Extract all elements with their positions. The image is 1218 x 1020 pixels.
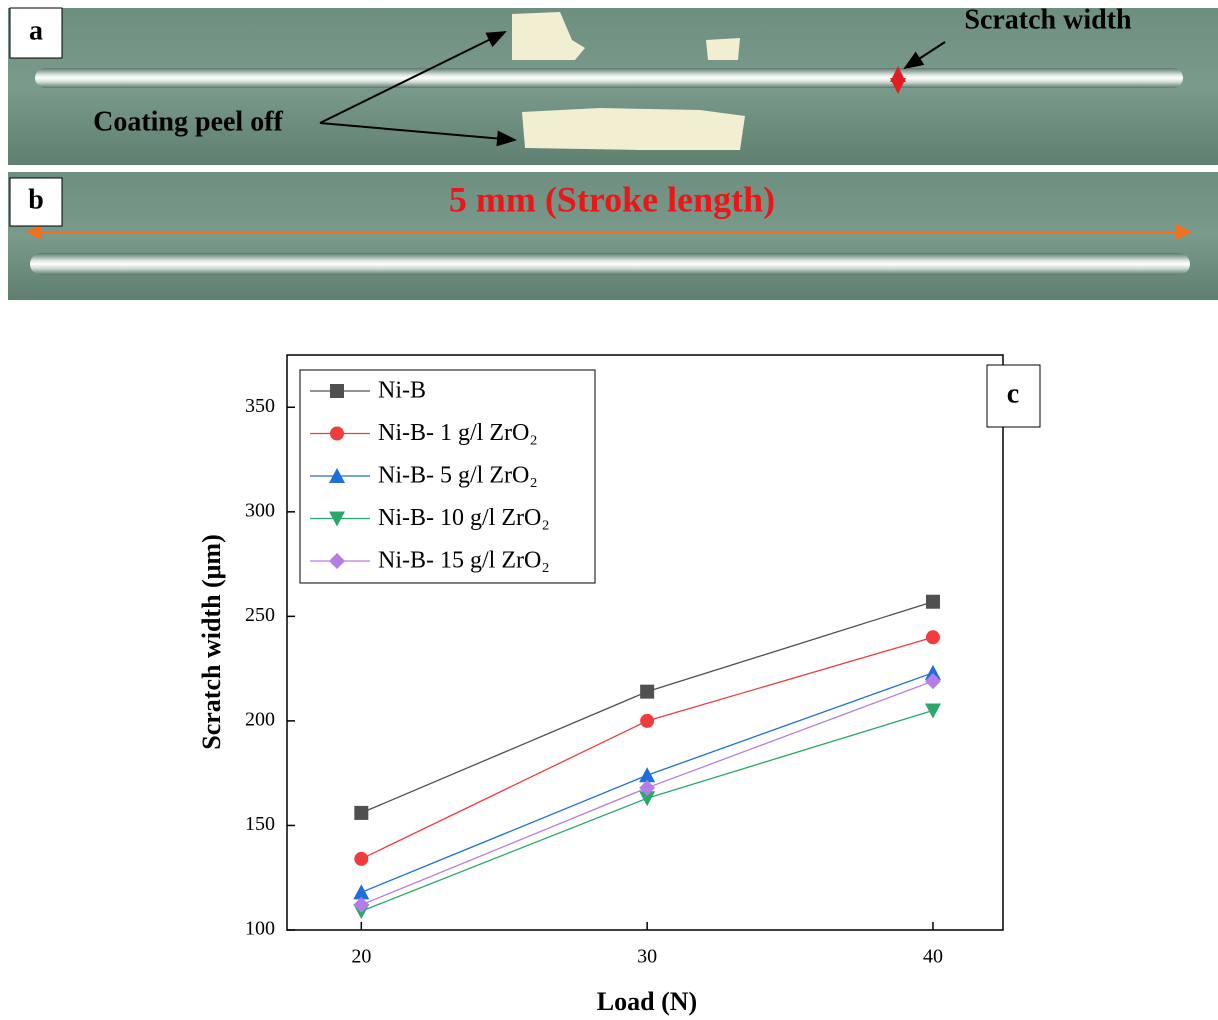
marker xyxy=(639,767,656,783)
marker xyxy=(639,791,656,807)
annotation: 5 mm (Stroke length) xyxy=(449,179,775,219)
marker xyxy=(925,594,940,609)
x-tick-label: 40 xyxy=(923,946,943,968)
x-tick-label: 30 xyxy=(637,946,657,968)
panel-label: c xyxy=(1007,378,1019,409)
panel-label: b xyxy=(28,184,44,215)
legend-marker xyxy=(329,468,345,483)
legend-label: Ni-B- 5 g/l ZrO₂ xyxy=(378,463,538,489)
legend-label: Ni-B- 15 g/l ZrO₂ xyxy=(378,548,550,574)
legend-label: Ni-B xyxy=(378,378,426,404)
y-tick-label: 150 xyxy=(245,813,275,835)
panel-label-box xyxy=(986,364,1041,428)
legend-label: Ni-B- 10 g/l ZrO₂ xyxy=(378,505,550,531)
marker xyxy=(640,713,655,728)
annotation: Coating peel off xyxy=(93,106,283,137)
marker xyxy=(354,851,369,866)
y-tick-label: 250 xyxy=(245,604,275,626)
x-axis-label: Load (N) xyxy=(597,987,697,1016)
annotation: Scratch width xyxy=(964,4,1132,35)
marker xyxy=(640,684,655,699)
marker xyxy=(353,884,370,900)
y-tick-label: 350 xyxy=(245,395,275,417)
x-tick-label: 20 xyxy=(351,946,371,968)
photo-b: b 5 mm (Stroke length) xyxy=(8,172,1218,300)
y-tick-label: 100 xyxy=(245,918,275,940)
legend-marker xyxy=(329,511,345,527)
y-tick-label: 200 xyxy=(245,709,275,731)
plot-frame xyxy=(286,354,1004,931)
y-axis-label: Scratch width (μm) xyxy=(197,534,226,750)
marker xyxy=(924,703,941,719)
series-line xyxy=(361,636,934,860)
photo-a: a Scratch width Coating peel off xyxy=(8,4,1218,165)
marker xyxy=(354,805,369,820)
marker xyxy=(353,896,370,913)
legend-marker xyxy=(330,384,344,398)
marker xyxy=(924,664,941,680)
y-tick-label: 300 xyxy=(245,499,275,521)
chart: c Load (N) Scratch width (μm) 100 150 200 2… xyxy=(197,354,1041,1016)
legend-marker xyxy=(329,553,345,569)
series-line xyxy=(361,709,934,912)
panel-label: a xyxy=(29,15,43,46)
marker xyxy=(924,673,941,690)
marker xyxy=(925,630,940,645)
legend-marker xyxy=(330,426,344,441)
marker xyxy=(639,779,656,796)
legend-label: Ni-B- 1 g/l ZrO₂ xyxy=(378,420,538,446)
